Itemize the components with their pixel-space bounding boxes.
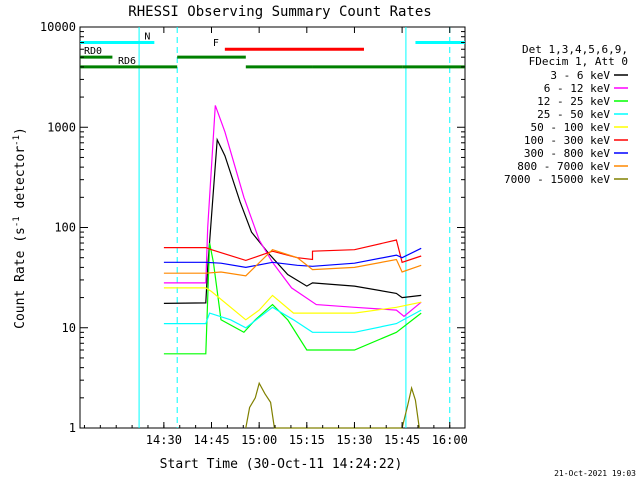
flag-flare-label: F [213,38,219,49]
legend-entry-7: 800 - 7000 keV [517,160,610,173]
series-line-0 [163,137,422,304]
y-tick-label-1: 10 [62,321,76,335]
plot-area: N F RD0 RD6 [79,26,466,429]
chart-title: RHESSI Observing Summary Count Rates [128,4,431,20]
legend-entry-8: 7000 - 15000 keV [504,173,610,186]
legend-entry-5: 100 - 300 keV [524,134,610,147]
y-label-exp1: -1 [12,216,22,227]
y-label-mid: detector [13,146,28,217]
date-stamp: 21-Oct-2021 19:03 [554,469,636,478]
y-tick-label-0: 1 [69,421,76,435]
flag-rd6-label: RD6 [118,56,136,67]
y-label-exp2: -1 [12,135,22,146]
x-tick-label-4: 15:30 [336,433,372,447]
legend-entry-4: 50 - 100 keV [531,121,611,134]
x-tick-label-3: 15:15 [289,433,325,447]
y-label-end: ) [13,127,28,135]
y-axis-label: Count Rate (s-1 detector-1) [12,127,28,329]
flag-night-label: N [144,32,150,43]
y-tick-label-3: 1000 [47,120,76,134]
legend-entry-0: 3 - 6 keV [550,69,610,82]
legend-entry-1: 6 - 12 keV [544,82,611,95]
legend-header-0: Det 1,3,4,5,6,9, [522,43,628,56]
legend-entry-2: 12 - 25 keV [537,95,610,108]
series-line-2 [163,242,422,355]
series-line-8 [245,381,420,429]
plot-frame [79,26,466,429]
flag-rd0-label: RD0 [84,46,102,57]
series-line-4 [163,287,422,321]
y-label-main: Count Rate (s [13,227,28,329]
y-axis: 1 10 100 1000 10000 [40,20,465,435]
x-axis: 14:30 14:45 15:00 15:15 15:30 15:45 16:00 [83,27,468,447]
legend-entry-3: 25 - 50 keV [537,108,610,121]
x-tick-label-2: 15:00 [241,433,277,447]
series-line-7 [163,249,422,277]
x-tick-label-6: 16:00 [432,433,468,447]
legend: Det 1,3,4,5,6,9,FDecim 1, Att 03 - 6 keV… [504,43,628,186]
x-axis-label: Start Time (30-Oct-11 14:24:22) [160,457,403,472]
x-tick-label-1: 14:45 [193,433,229,447]
series-line-5 [163,239,422,264]
x-tick-label-0: 14:30 [146,433,182,447]
series-line-1 [163,105,422,318]
series-line-3 [163,306,422,333]
y-tick-label-4: 10000 [40,20,76,34]
x-tick-label-5: 15:45 [384,433,420,447]
series-line-6 [163,247,422,269]
legend-header-1: FDecim 1, Att 0 [529,55,628,68]
y-tick-label-2: 100 [54,221,76,235]
legend-entry-6: 300 - 800 keV [524,147,610,160]
